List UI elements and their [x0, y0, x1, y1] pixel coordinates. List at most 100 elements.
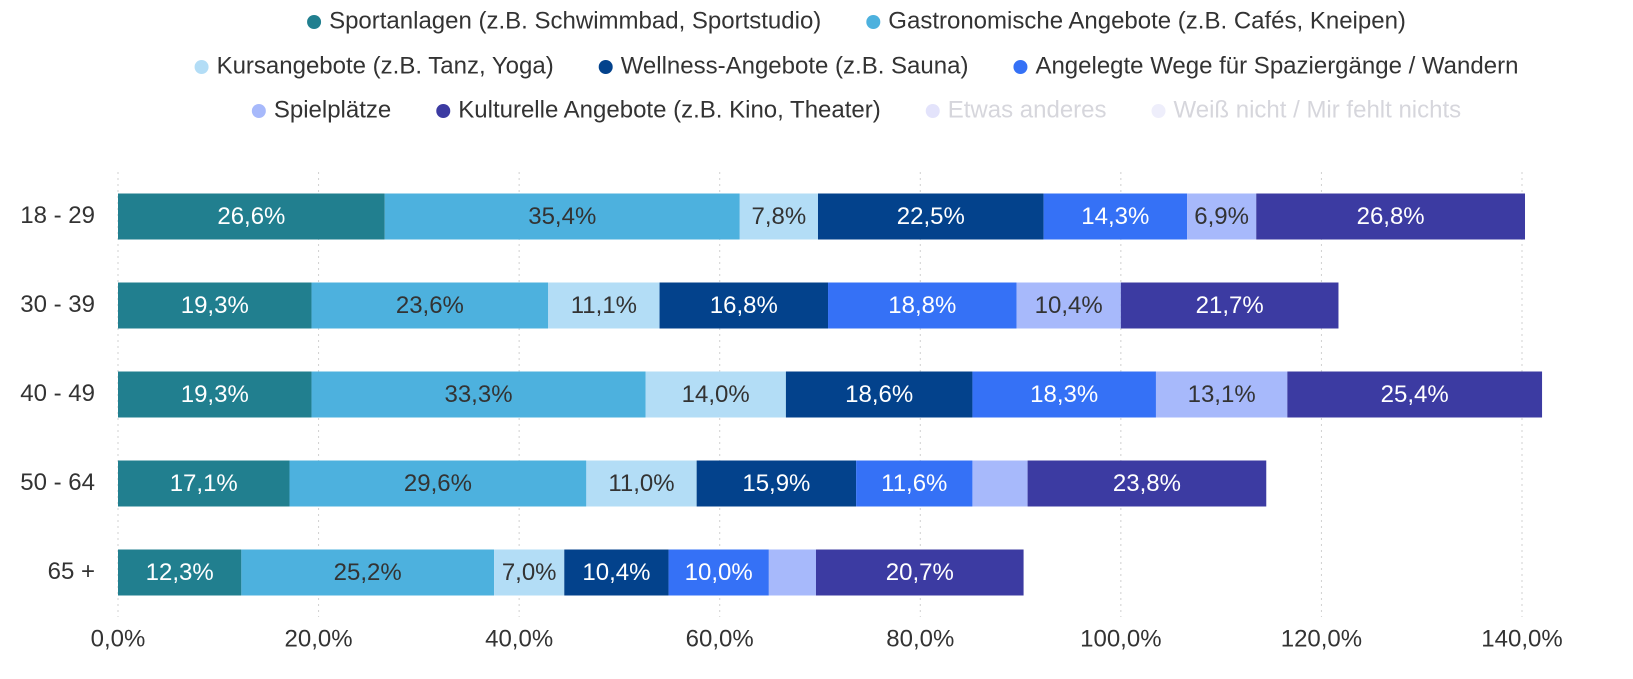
x-tick-label: 120,0%	[1281, 625, 1362, 652]
legend-marker	[1013, 60, 1028, 74]
legend-label: Angelegte Wege für Spaziergänge / Wander…	[1035, 52, 1518, 79]
bar-segment	[1155, 371, 1288, 418]
data-label: 15,9%	[742, 470, 810, 497]
data-label: 18,3%	[1030, 381, 1098, 408]
data-label: 12,3%	[146, 559, 214, 586]
bar-segment	[118, 460, 290, 507]
y-tick-label: 50 - 64	[20, 469, 95, 496]
legend-label: Weiß nicht / Mir fehlt nichts	[1174, 96, 1462, 123]
bar-segment	[1120, 282, 1339, 329]
data-label: 19,3%	[181, 381, 249, 408]
bar-segment	[118, 549, 242, 596]
x-tick-label: 140,0%	[1481, 625, 1562, 652]
bar-segment	[645, 371, 786, 418]
data-label: 17,1%	[170, 470, 238, 497]
x-tick-label: 40,0%	[485, 625, 553, 652]
data-label: 6,9%	[1194, 203, 1249, 230]
bar-segment	[817, 193, 1044, 240]
data-label: 11,0%	[608, 470, 674, 497]
data-label: 13,1%	[1188, 381, 1256, 408]
bar-segment	[311, 282, 549, 329]
y-tick-label: 30 - 39	[20, 291, 95, 318]
bar-segment	[768, 549, 816, 596]
data-label: 35,4%	[528, 203, 596, 230]
legend-marker	[925, 104, 940, 118]
data-label: 26,8%	[1357, 203, 1425, 230]
data-label: 10,4%	[582, 559, 650, 586]
legend-marker	[598, 60, 613, 74]
legend-marker	[436, 104, 451, 118]
data-label: 23,8%	[1113, 470, 1181, 497]
bar-segment	[972, 460, 1028, 507]
data-label: 10,0%	[685, 559, 753, 586]
x-tick-label: 0,0%	[91, 625, 146, 652]
legend-marker	[1151, 104, 1166, 118]
legend-marker	[251, 104, 266, 118]
data-label: 19,3%	[181, 292, 249, 319]
bar-segment	[1287, 371, 1543, 418]
y-tick-label: 40 - 49	[20, 380, 95, 407]
bar-segment	[785, 371, 973, 418]
legend-label: Sportanlagen (z.B. Schwimmbad, Sportstud…	[329, 7, 821, 34]
bar-segment	[311, 371, 646, 418]
bar-segment	[1027, 460, 1267, 507]
x-tick-label: 60,0%	[686, 625, 754, 652]
data-label: 7,8%	[752, 203, 807, 230]
data-label: 23,6%	[396, 292, 464, 319]
bar-segment	[494, 549, 565, 596]
data-label: 11,1%	[571, 292, 637, 319]
legend-label: Spielplätze	[274, 96, 391, 123]
bar-segment	[1187, 193, 1257, 240]
bar-segment	[586, 460, 697, 507]
bar-segment	[118, 371, 312, 418]
y-tick-label: 65 +	[48, 558, 95, 585]
data-label: 21,7%	[1196, 292, 1264, 319]
bar-segment	[659, 282, 829, 329]
data-label: 25,2%	[334, 559, 402, 586]
data-label: 22,5%	[897, 203, 965, 230]
bar-segment	[384, 193, 740, 240]
data-label: 29,6%	[404, 470, 472, 497]
data-label: 20,7%	[886, 559, 954, 586]
bar-segment	[668, 549, 769, 596]
data-label: 25,4%	[1381, 381, 1449, 408]
x-tick-label: 80,0%	[886, 625, 954, 652]
y-tick-label: 18 - 29	[20, 202, 95, 229]
bar-segment	[696, 460, 857, 507]
bar-segment	[118, 282, 312, 329]
legend-label: Gastronomische Angebote (z.B. Cafés, Kne…	[888, 7, 1406, 34]
legend-label: Etwas anderes	[948, 96, 1107, 123]
data-label: 7,0%	[502, 559, 557, 586]
legend-marker	[194, 60, 209, 74]
data-label: 18,6%	[845, 381, 913, 408]
bar-segment	[241, 549, 495, 596]
x-tick-label: 100,0%	[1080, 625, 1161, 652]
bar-segment	[739, 193, 818, 240]
bar-segment	[118, 193, 385, 240]
data-label: 16,8%	[710, 292, 778, 319]
data-label: 14,0%	[682, 381, 750, 408]
data-label: 10,4%	[1035, 292, 1103, 319]
bar-segment	[1016, 282, 1121, 329]
data-label: 18,8%	[888, 292, 956, 319]
x-tick-label: 20,0%	[285, 625, 353, 652]
bar-segment	[1256, 193, 1526, 240]
bar-segment	[564, 549, 669, 596]
bar-segment	[828, 282, 1017, 329]
bar-segment	[1043, 193, 1188, 240]
data-label: 11,6%	[881, 470, 947, 497]
legend-marker	[866, 15, 881, 29]
legend-marker	[307, 15, 322, 29]
bar-segment	[856, 460, 973, 507]
data-label: 33,3%	[444, 381, 512, 408]
bar-segment	[289, 460, 587, 507]
bar-segment	[972, 371, 1156, 418]
legend-label: Wellness-Angebote (z.B. Sauna)	[621, 52, 969, 79]
data-label: 26,6%	[217, 203, 285, 230]
bar-segment	[815, 549, 1024, 596]
bar-segment	[548, 282, 660, 329]
data-label: 14,3%	[1081, 203, 1149, 230]
legend-label: Kursangebote (z.B. Tanz, Yoga)	[217, 52, 554, 79]
